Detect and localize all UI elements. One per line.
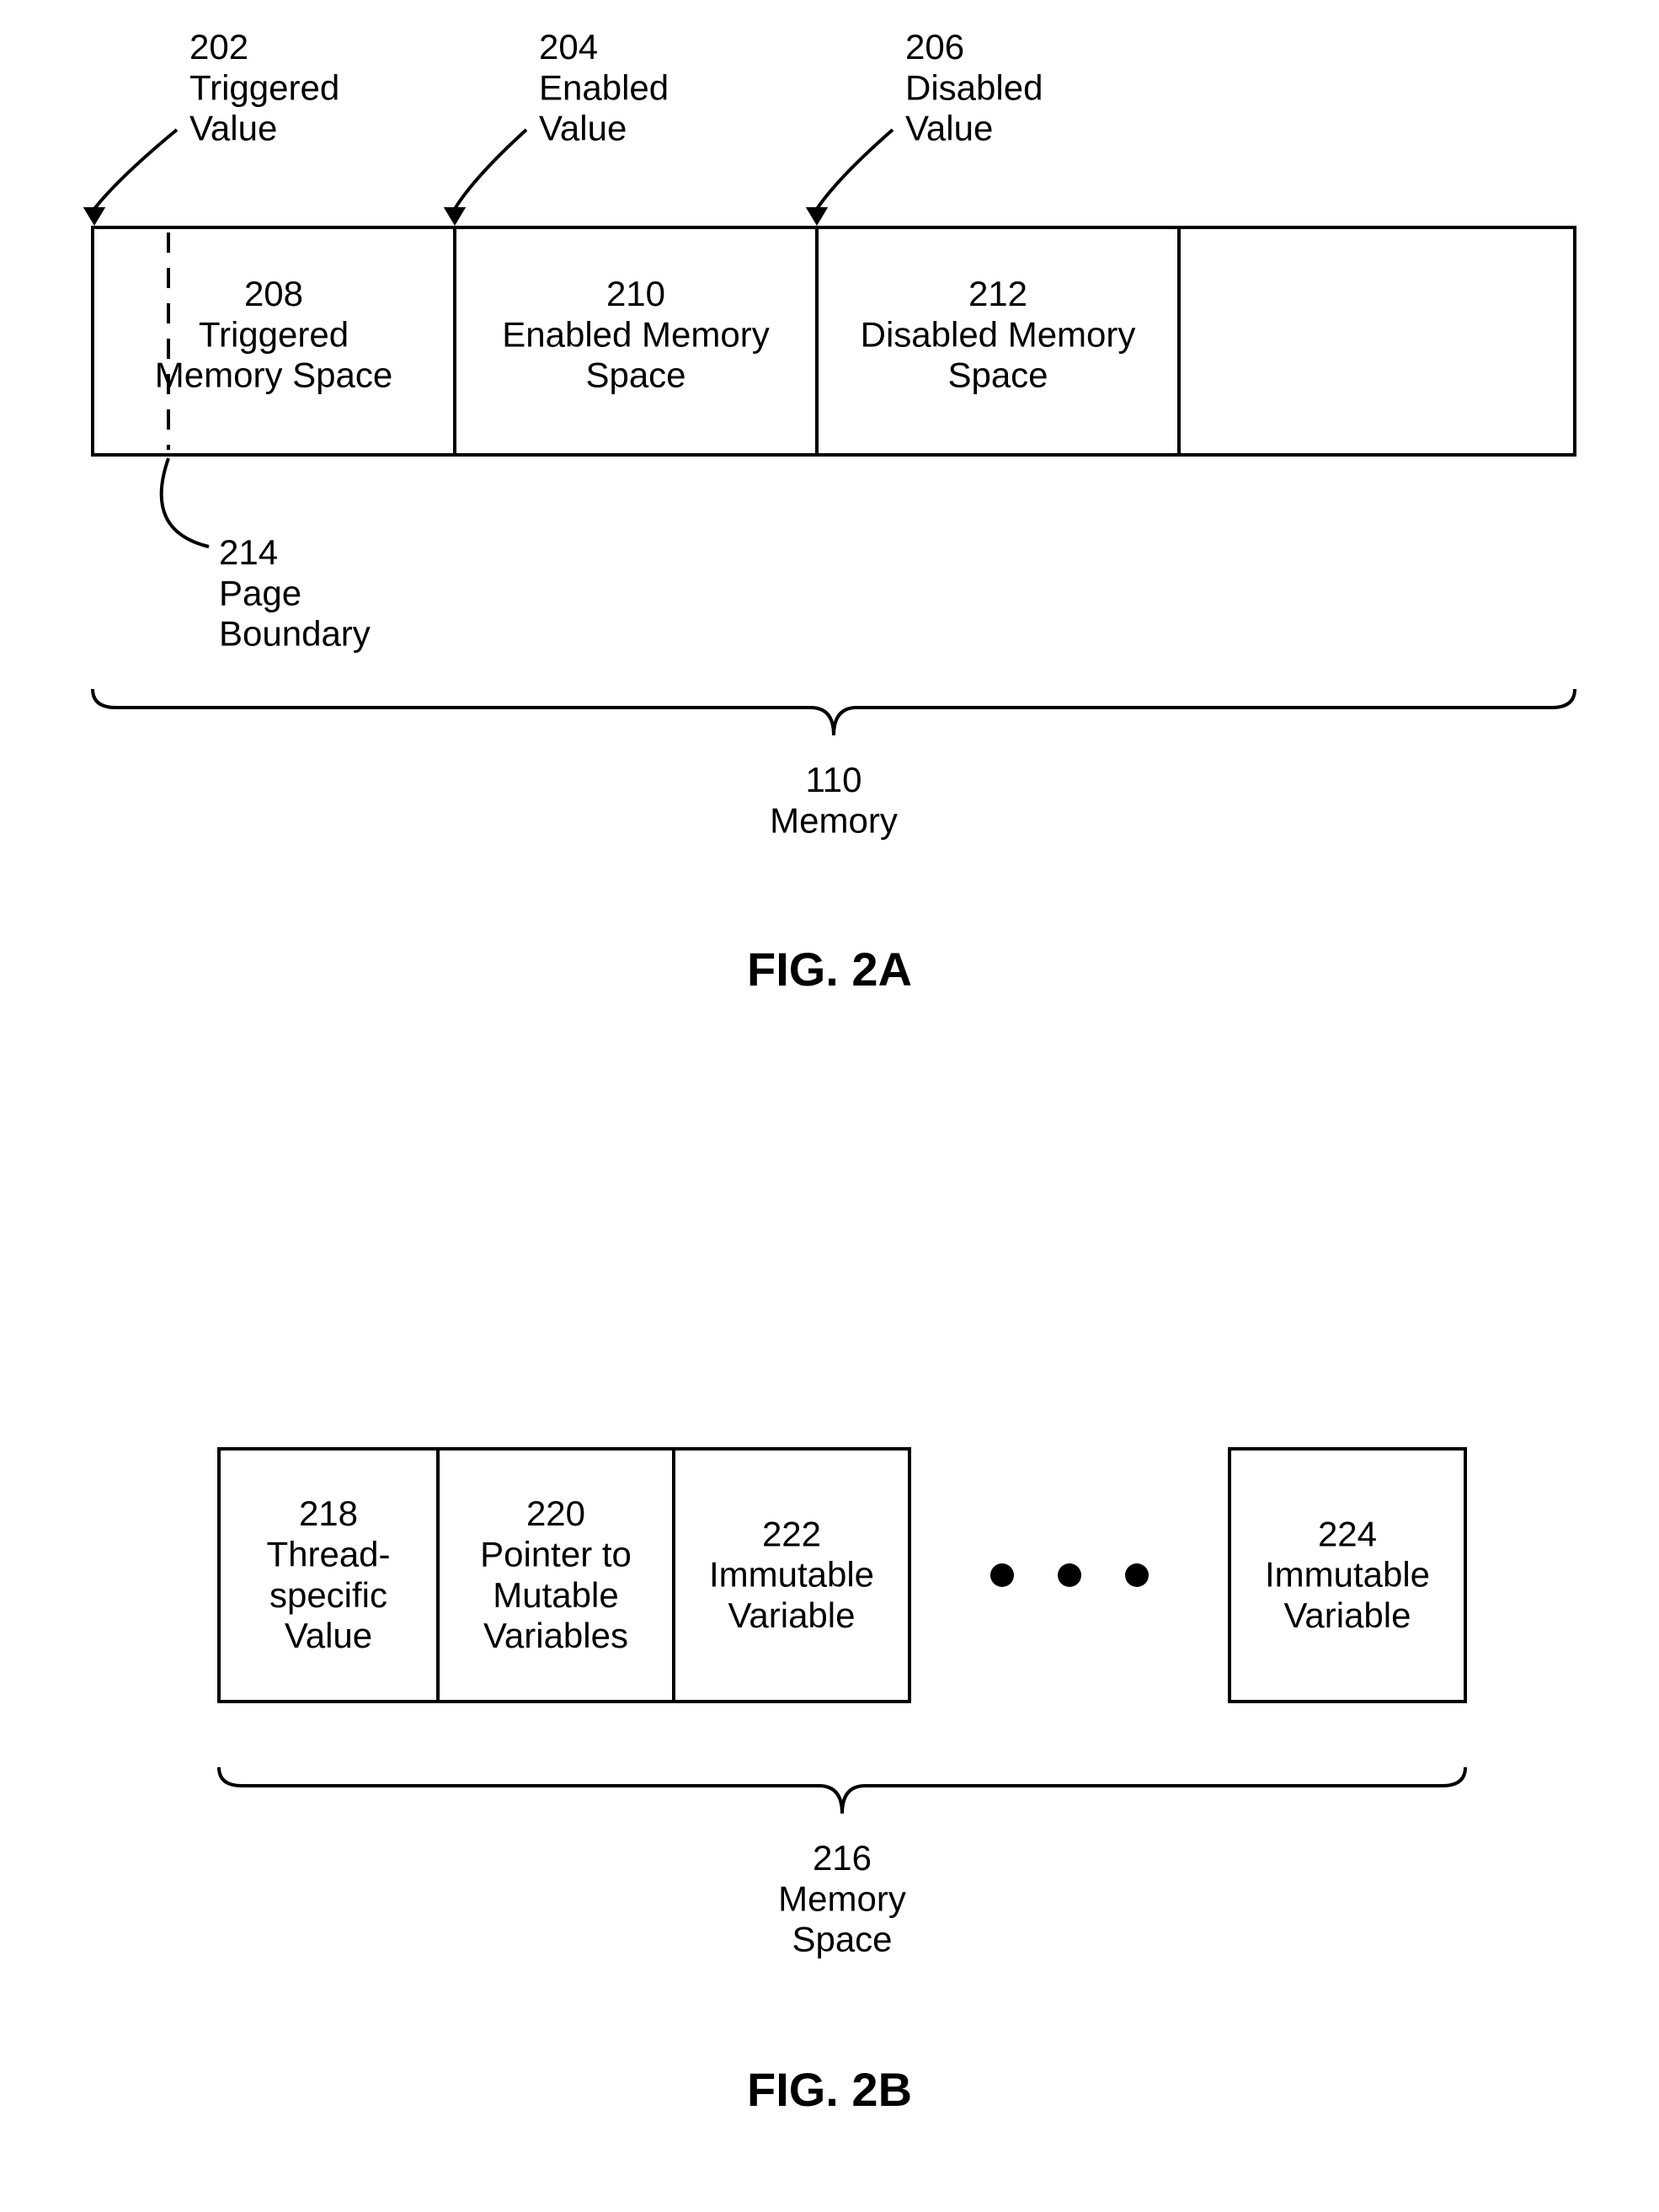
fig2a-cell-0-line: Memory Space bbox=[155, 355, 392, 395]
fig2b-cell-label-2-line: 222 bbox=[762, 1514, 821, 1553]
fig2a-top-label-2-line: 206 bbox=[905, 27, 964, 67]
fig2a-top-label-0: 202TriggeredValue bbox=[189, 27, 339, 148]
fig2a-page-boundary-label-line: Boundary bbox=[219, 614, 371, 654]
fig2a-arrow-1 bbox=[455, 130, 526, 209]
fig2b-title: FIG. 2B bbox=[747, 2063, 912, 2116]
fig2b-cell-label-2: 222ImmutableVariable bbox=[709, 1514, 874, 1635]
fig2b-brace-label-line: 216 bbox=[813, 1838, 872, 1878]
fig2a-top-label-2-line: Disabled bbox=[905, 67, 1043, 107]
fig2b-cell-label-0: 218Thread-specificValue bbox=[266, 1493, 390, 1655]
fig2b-cell-label-1-line: 220 bbox=[526, 1493, 585, 1533]
fig2a-arrow-0 bbox=[94, 130, 177, 209]
fig2a-arrow-2 bbox=[817, 130, 893, 209]
fig2a-cell-0-line: 208 bbox=[244, 274, 303, 313]
fig2b-ellipsis-dot-0 bbox=[990, 1563, 1014, 1587]
fig2a-brace-label-line: Memory bbox=[770, 800, 898, 840]
fig2b-cell-label-1-line: Variables bbox=[483, 1616, 628, 1655]
fig2a-cell-0-line: Triggered bbox=[199, 314, 349, 354]
fig2b-cell-label-2-line: Immutable bbox=[709, 1555, 874, 1595]
fig2a-page-boundary-label-line: 214 bbox=[219, 532, 278, 572]
fig2a-cell-2: 212Disabled MemorySpace bbox=[861, 274, 1136, 395]
fig2b-cell-label-0-line: specific bbox=[269, 1575, 387, 1615]
curly-brace bbox=[219, 1767, 1465, 1814]
fig2a-cell-2-line: Disabled Memory bbox=[861, 314, 1136, 354]
fig2a-top-label-0-line: Value bbox=[189, 109, 277, 148]
fig2b-cell-label-3-line: Variable bbox=[1284, 1595, 1411, 1635]
fig2a-page-boundary-label: 214PageBoundary bbox=[219, 532, 371, 654]
fig2a-top-label-0-line: 202 bbox=[189, 27, 248, 67]
fig2b-cell-label-3: 224ImmutableVariable bbox=[1265, 1514, 1430, 1635]
fig2a-top-label-1-line: Value bbox=[539, 109, 627, 148]
fig2b-cell-label-1-line: Mutable bbox=[493, 1575, 618, 1615]
fig2a-title: FIG. 2A bbox=[747, 943, 912, 996]
fig2b-ellipsis-dot-2 bbox=[1125, 1563, 1149, 1587]
fig2a-page-boundary-pointer bbox=[162, 458, 209, 547]
fig2a-cell-1-line: 210 bbox=[606, 274, 665, 313]
fig2a-top-label-1: 204EnabledValue bbox=[539, 27, 669, 148]
fig2a-top-label-1-line: Enabled bbox=[539, 67, 669, 107]
fig2b-cell-label-0-line: 218 bbox=[299, 1493, 358, 1533]
fig2b-cell-label-1: 220Pointer toMutableVariables bbox=[480, 1493, 632, 1655]
fig2b-cell-label-1-line: Pointer to bbox=[480, 1535, 632, 1574]
fig2a-cell-1-line: Enabled Memory bbox=[502, 314, 769, 354]
fig2a-top-label-0-line: Triggered bbox=[189, 67, 339, 107]
fig2b-brace-label-line: Memory bbox=[778, 1878, 906, 1918]
fig2a-brace-label-line: 110 bbox=[806, 760, 862, 799]
fig2b-cell-label-3-line: Immutable bbox=[1265, 1555, 1430, 1595]
fig2b-brace-label: 216MemorySpace bbox=[778, 1838, 906, 1959]
fig2a-cell-1: 210Enabled MemorySpace bbox=[502, 274, 769, 395]
fig2a-cell-2-line: Space bbox=[947, 355, 1048, 395]
arrowhead bbox=[444, 207, 466, 226]
fig2a-top-label-1-line: 204 bbox=[539, 27, 598, 67]
fig2a-brace-label: 110Memory bbox=[770, 760, 898, 840]
fig2b-ellipsis-dot-1 bbox=[1058, 1563, 1081, 1587]
fig2a-top-label-2-line: Value bbox=[905, 109, 993, 148]
fig2a-top-label-2: 206DisabledValue bbox=[905, 27, 1043, 148]
fig2a-cell-0: 208TriggeredMemory Space bbox=[155, 274, 392, 395]
fig2a-cell-1-line: Space bbox=[585, 355, 685, 395]
fig2b-cell-label-0-line: Thread- bbox=[266, 1535, 390, 1574]
fig2b-cell-label-3-line: 224 bbox=[1318, 1514, 1377, 1553]
fig2b-cell-label-0-line: Value bbox=[285, 1616, 372, 1655]
fig2a-cell-2-line: 212 bbox=[968, 274, 1027, 313]
fig2b-brace-label-line: Space bbox=[792, 1920, 892, 1959]
arrowhead bbox=[83, 207, 105, 226]
arrowhead bbox=[806, 207, 828, 226]
curly-brace bbox=[93, 689, 1575, 735]
fig2a-page-boundary-label-line: Page bbox=[219, 573, 301, 612]
fig2b-cell-label-2-line: Variable bbox=[728, 1595, 856, 1635]
